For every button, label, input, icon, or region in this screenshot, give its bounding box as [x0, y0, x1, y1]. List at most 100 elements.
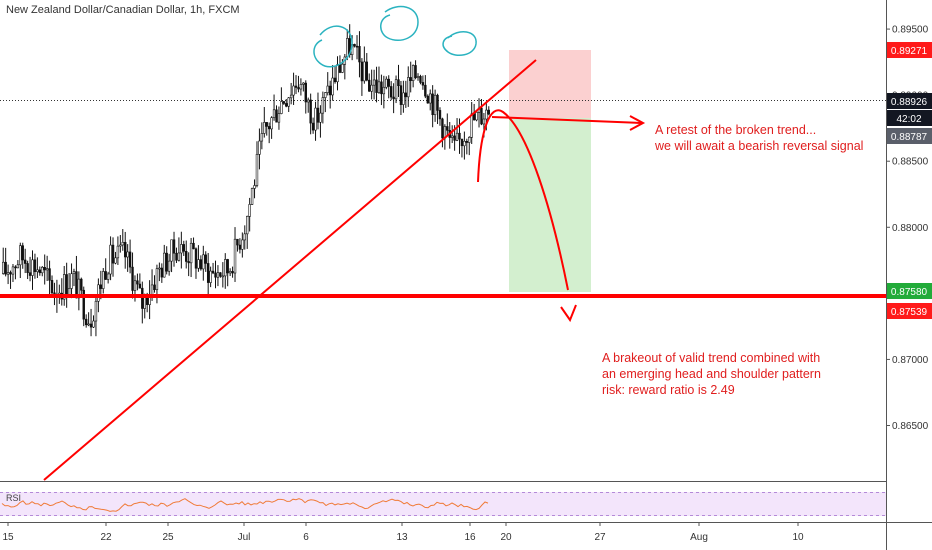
- x-tick-label: 13: [396, 532, 408, 543]
- candle-body: [124, 241, 127, 258]
- candle-body: [65, 274, 68, 295]
- candle-body: [411, 65, 415, 81]
- candle-body: [280, 101, 283, 114]
- candle-body: [45, 268, 49, 271]
- candle-body: [265, 122, 268, 127]
- candle-body: [177, 252, 181, 261]
- breakout-annotation-line-3: risk: reward ratio is 2.49: [602, 383, 735, 397]
- candle-body: [394, 79, 398, 100]
- candle-body: [260, 133, 264, 142]
- candle-body: [21, 245, 24, 261]
- candle-body: [333, 77, 337, 83]
- candle-body: [480, 107, 483, 125]
- candle-body: [402, 92, 405, 105]
- candle-body: [172, 239, 176, 254]
- candle-body: [153, 284, 156, 291]
- candle-body: [392, 96, 395, 100]
- retest-arrow: [491, 116, 642, 124]
- candle-body: [407, 77, 410, 98]
- head-circle: [380, 5, 419, 42]
- candle-body: [128, 251, 132, 268]
- candle-body: [438, 110, 442, 120]
- candle-body: [470, 113, 473, 138]
- rsi-line: [1, 498, 489, 512]
- stop-loss-zone: [509, 50, 591, 118]
- candle-body: [429, 93, 432, 104]
- candle-body: [241, 239, 244, 250]
- candle-body: [285, 103, 288, 107]
- candle-body: [409, 77, 412, 81]
- candle-body: [453, 135, 456, 141]
- candle-body: [70, 273, 73, 289]
- y-tick-label: 0.88000: [892, 223, 929, 234]
- candle-body: [258, 140, 261, 155]
- candle-body: [243, 233, 246, 241]
- candle-body: [89, 323, 93, 328]
- price-tag-bg: [887, 283, 932, 299]
- price-tag-label: 42:02: [896, 114, 921, 125]
- candle-body: [385, 78, 388, 88]
- x-tick-label: 16: [464, 532, 476, 543]
- candle-body: [111, 244, 115, 264]
- candle-body: [131, 266, 134, 291]
- candle-body: [165, 252, 168, 272]
- candle-body: [126, 251, 129, 258]
- candle-body: [424, 84, 427, 97]
- candle-body: [99, 284, 103, 289]
- candle-body: [299, 84, 303, 90]
- candle-body: [185, 251, 188, 262]
- take-profit-zone: [509, 118, 591, 292]
- candle-body: [141, 287, 144, 309]
- candle-body: [224, 259, 227, 277]
- candle-body: [331, 77, 334, 96]
- candle-body: [170, 239, 173, 262]
- x-tick-label: 10: [792, 532, 804, 543]
- candle-body: [353, 44, 356, 47]
- price-tag-label: 0.87580: [891, 287, 928, 298]
- candle-body: [48, 268, 51, 281]
- candle-body: [314, 107, 317, 131]
- candle-body: [341, 63, 344, 73]
- candle-body: [189, 242, 193, 264]
- candle-body: [336, 64, 339, 83]
- right-shoulder-circle: [442, 31, 477, 57]
- candle-body: [158, 267, 161, 270]
- candle-body: [197, 259, 200, 269]
- candle-body: [206, 263, 210, 283]
- candle-body: [324, 92, 327, 98]
- breakout-annotation-line-1: A brakeout of valid trend combined with: [602, 351, 821, 365]
- price-tag-bg: [887, 42, 932, 58]
- x-tick-label: Jul: [238, 532, 251, 543]
- price-tag-label: 0.87539: [891, 307, 928, 318]
- price-tag-bg: [887, 93, 932, 109]
- candle-body: [163, 252, 166, 278]
- retest-annotation: A retest of the broken trend... we will …: [655, 122, 863, 154]
- candle-body: [23, 259, 27, 264]
- price-tag-label: 0.88926: [891, 97, 928, 108]
- candle-body: [375, 79, 378, 93]
- candle-body: [160, 267, 164, 278]
- candle-body: [294, 85, 298, 88]
- candle-body: [19, 245, 22, 266]
- price-tags: 0.89271 0.88926 42:02 0.88787 0.87580 0.87539: [887, 42, 932, 319]
- candle-body: [2, 261, 5, 274]
- candle-body: [53, 292, 56, 295]
- y-tick-label: 0.86500: [892, 421, 929, 432]
- candle-body: [404, 92, 408, 98]
- price-tag-label: 0.89271: [891, 46, 928, 57]
- candle-body: [75, 271, 78, 299]
- candle-body: [114, 257, 117, 264]
- candle-body: [9, 272, 12, 275]
- candle-body: [94, 300, 98, 322]
- candle-body: [43, 266, 46, 271]
- candle-body: [311, 122, 315, 131]
- candle-body: [41, 266, 44, 274]
- candle-body: [31, 259, 34, 276]
- candle-body: [482, 118, 486, 125]
- candle-body: [106, 273, 110, 280]
- breakout-annotation: A brakeout of valid trend combined with …: [602, 350, 821, 398]
- candle-body: [446, 126, 449, 131]
- candle-body: [267, 126, 271, 130]
- time-axis: 15 22 25 Jul 6 13 16 20 27 Aug 10: [2, 522, 804, 543]
